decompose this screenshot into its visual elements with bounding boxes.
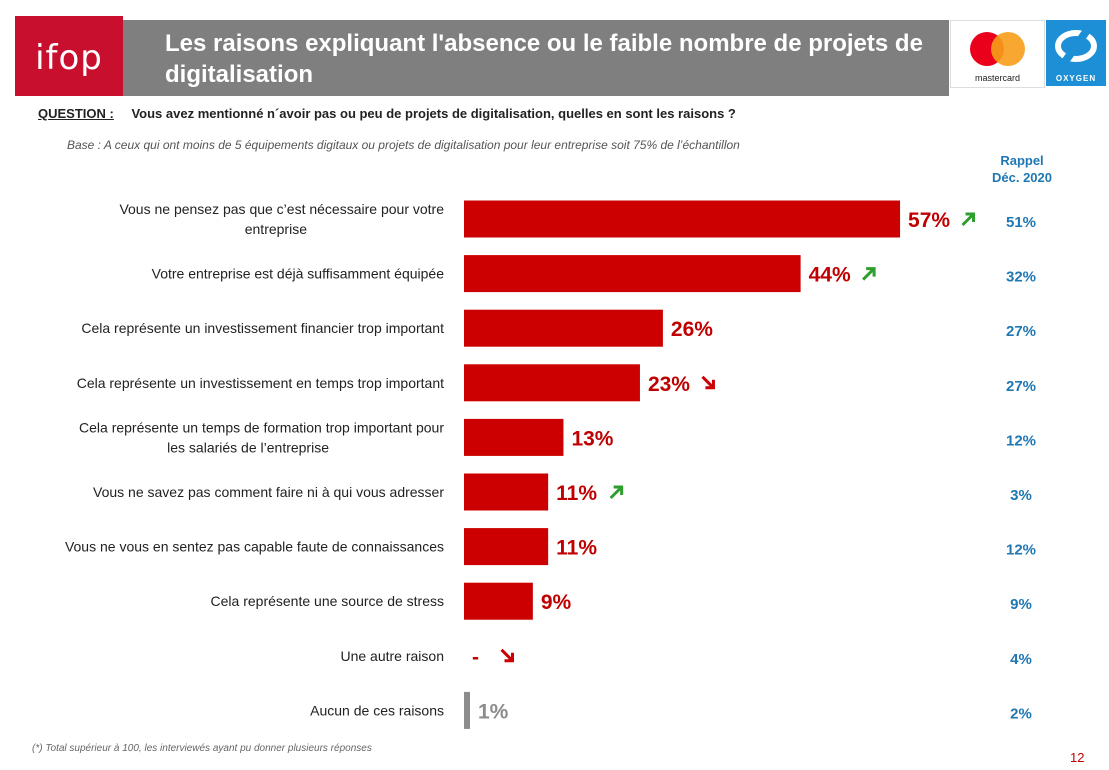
rappel-value: 32% [1006, 269, 1036, 286]
oxygen-text: OXYGEN [1055, 74, 1097, 83]
rappel-title: Rappel [1000, 153, 1044, 168]
category-label: Aucun de ces raisons [310, 702, 444, 718]
rappel-value: 51% [1006, 214, 1036, 231]
mastercard-text: mastercard [974, 73, 1020, 83]
category-label: Cela représente une source de stress [211, 593, 444, 609]
bar [464, 418, 564, 456]
category-label: entreprise [245, 221, 307, 237]
category-label: les salariés de l’entreprise [167, 439, 329, 455]
rappel-value: 3% [1010, 487, 1032, 504]
value-label: 1% [478, 700, 509, 723]
footnote: (*) Total supérieur à 100, les interview… [32, 743, 372, 754]
category-label: Votre entreprise est déjà suffisamment é… [152, 266, 445, 282]
bar [464, 582, 533, 620]
question: QUESTION : Vous avez mentionné n´avoir p… [38, 106, 736, 121]
header: ifop Les raisons expliquant l'absence ou… [0, 0, 1109, 96]
bar [464, 528, 549, 566]
bar [464, 309, 663, 347]
rappel-value: 2% [1010, 705, 1032, 722]
title-bar: Les raisons expliquant l'absence ou le f… [123, 20, 949, 96]
rappel-value: 27% [1006, 378, 1036, 395]
trend-down-arrow-icon [701, 375, 715, 390]
bar [464, 200, 901, 238]
value-label: 13% [571, 427, 613, 450]
mastercard-logo: mastercard [950, 20, 1045, 88]
value-label: 26% [671, 318, 713, 341]
trend-up-arrow-icon [961, 212, 976, 227]
value-label: - [472, 646, 479, 669]
category-label: Cela représente un temps de formation tr… [79, 419, 444, 435]
category-label: Cela représente un investissement en tem… [77, 375, 444, 391]
page-title: Les raisons expliquant l'absence ou le f… [165, 30, 923, 88]
mastercard-circles-icon [970, 32, 1025, 66]
category-label: Vous ne vous en sentez pas capable faute… [65, 539, 444, 555]
value-label: 11% [556, 537, 597, 560]
rappel-value: 4% [1010, 651, 1032, 668]
trend-down-arrow-icon [500, 648, 514, 663]
trend-up-arrow-icon [862, 267, 876, 281]
ifop-logo-text: ifop [35, 38, 103, 78]
ifop-logo: ifop [15, 16, 123, 96]
question-text: Vous avez mentionné n´avoir pas ou peu d… [131, 106, 736, 121]
value-label: 44% [809, 264, 851, 287]
category-label: Vous ne pensez pas que c’est nécessaire … [119, 201, 444, 217]
bar [464, 364, 640, 402]
value-label: 9% [541, 591, 572, 614]
bar [464, 473, 549, 511]
value-label: 11% [556, 482, 597, 505]
rappel-value: 12% [1006, 432, 1036, 449]
question-label: QUESTION : [38, 106, 114, 121]
base-note: Base : A ceux qui ont moins de 5 équipem… [67, 138, 740, 152]
rappel-date: Déc. 2020 [992, 170, 1052, 185]
rappel-value: 12% [1006, 542, 1036, 559]
rappel-header: Rappel Déc. 2020 [990, 152, 1054, 186]
trend-up-arrow-icon [609, 485, 624, 500]
value-label: 23% [648, 373, 690, 396]
rappel-value: 27% [1006, 323, 1036, 340]
category-label: Une autre raison [340, 648, 444, 664]
value-label: 57% [908, 209, 950, 232]
category-label: Vous ne savez pas comment faire ni à qui… [93, 484, 444, 500]
oxygen-swirl-icon [1055, 28, 1097, 64]
category-label: Cela représente un investissement financ… [81, 320, 444, 336]
page-number: 12 [1070, 750, 1085, 765]
bar [464, 691, 470, 729]
bar [464, 255, 801, 293]
oxygen-logo: OXYGEN [1046, 20, 1106, 86]
rappel-value: 9% [1010, 596, 1032, 613]
